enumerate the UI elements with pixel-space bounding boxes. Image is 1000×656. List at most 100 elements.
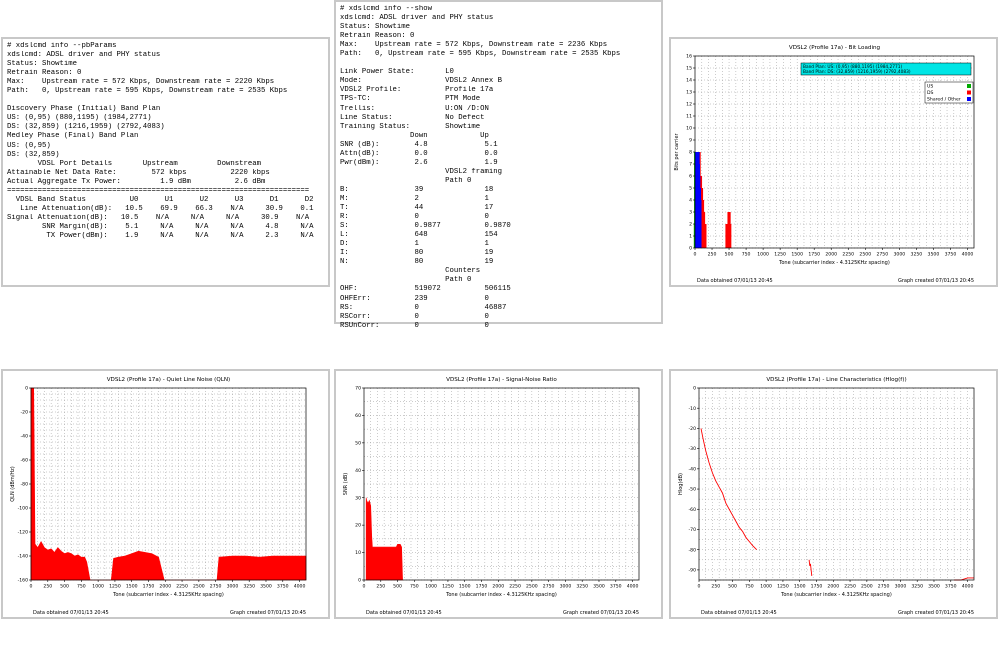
- terminal-line: VDSL2 framing: [340, 167, 503, 176]
- snr-chart-panel: VDSL2 (Profile 17a) - Signal-Noise Ratio…: [334, 369, 663, 619]
- y-tick-label: -80: [20, 482, 28, 488]
- y-tick-label: 40: [355, 468, 361, 474]
- legend-swatch: [967, 84, 971, 88]
- footer-data-obtained: Data obtained 07/01/13 20:45: [366, 610, 442, 616]
- bit-loading-bar: [703, 224, 707, 248]
- hlog-line: [700, 428, 757, 550]
- x-tick-label: 2250: [509, 584, 521, 590]
- x-tick-label: 1500: [791, 252, 803, 258]
- footer-data-obtained: Data obtained 07/01/13 20:45: [697, 278, 773, 284]
- terminal-line: OHFErr: 239 0: [340, 294, 489, 303]
- terminal-line: Path: 0, Upstream rate = 595 Kbps, Downs…: [340, 50, 621, 59]
- x-tick-label: 500: [728, 584, 737, 590]
- terminal-line: SNR (dB): 4.8 5.1: [340, 140, 498, 149]
- x-tick-label: 0: [698, 584, 701, 590]
- x-tick-label: 500: [393, 584, 402, 590]
- legend-box: [924, 81, 974, 104]
- terminal-line: US: (0,95): [7, 141, 51, 150]
- terminal-line: RSUnCorr: 0 0: [340, 321, 489, 330]
- legend-swatch: [967, 97, 971, 101]
- legend-label: Shared / Other: [927, 97, 961, 103]
- x-tick-label: 750: [745, 584, 754, 590]
- snr-chart: VDSL2 (Profile 17a) - Signal-Noise Ratio…: [343, 377, 640, 616]
- y-tick-label: 10: [355, 550, 361, 556]
- y-tick-label: -50: [688, 487, 696, 493]
- plot-frame: [698, 387, 975, 581]
- qln-area: [30, 387, 307, 581]
- terminal-line: Link Power State: L0: [340, 68, 454, 77]
- y-tick-label: 9: [689, 138, 692, 144]
- x-tick-label: 1500: [459, 584, 471, 590]
- chart-title: VDSL2 (Profile 17a) - Signal-Noise Ratio: [446, 377, 557, 383]
- show-terminal-panel: # xdslcmd info --show xdslcmd: ADSL drive…: [334, 0, 663, 330]
- y-tick-label: 15: [686, 66, 692, 72]
- terminal-line: RSCorr: 0 0: [340, 312, 489, 321]
- x-tick-label: 2000: [159, 584, 171, 590]
- x-tick-label: 4000: [627, 584, 639, 590]
- x-tick-label: 250: [711, 584, 720, 590]
- x-tick-label: 2750: [878, 584, 890, 590]
- terminal-line: Discovery Phase (Initial) Band Plan: [7, 105, 161, 114]
- terminal-line: ========================================…: [7, 186, 310, 195]
- x-tick-label: 0: [694, 252, 697, 258]
- x-axis-label: Tone (subcarrier index - 4.3125KHz spaci…: [780, 592, 892, 598]
- terminal-line: Pwr(dBm): 2.6 1.9: [340, 158, 498, 167]
- x-tick-label: 2500: [861, 584, 873, 590]
- hlog-chart: VDSL2 (Profile 17a) - Line Characteristi…: [678, 377, 975, 616]
- terminal-line: Line Attenuation(dB): 10.5 69.9 66.3 N/A…: [7, 204, 324, 213]
- terminal-line: xdslcmd: ADSL driver and PHY status: [340, 14, 494, 23]
- terminal-line: VDSL Port Details Upstream Downstream: [7, 159, 261, 168]
- y-tick-label: -70: [688, 527, 696, 533]
- x-tick-label: 3000: [893, 252, 905, 258]
- y-tick-label: -40: [20, 434, 28, 440]
- y-tick-label: 2: [689, 222, 692, 228]
- y-tick-label: -80: [688, 547, 696, 553]
- x-tick-label: 1750: [808, 252, 820, 258]
- terminal-line: # xdslcmd info --pbParams: [7, 42, 117, 50]
- x-tick-label: 2250: [842, 252, 854, 258]
- x-tick-label: 1750: [811, 584, 823, 590]
- y-axis-label: Bits per carrier: [674, 132, 680, 170]
- terminal-line: Medley Phase (Final) Band Plan: [7, 132, 139, 141]
- y-tick-label: 16: [686, 54, 692, 60]
- x-tick-label: 1250: [777, 584, 789, 590]
- x-tick-label: 1000: [760, 584, 772, 590]
- x-tick-label: 750: [410, 584, 419, 590]
- terminal-line: [340, 59, 657, 68]
- y-tick-label: -40: [688, 466, 696, 472]
- y-tick-label: 12: [686, 102, 692, 108]
- terminal-line: SNR Margin(dB): 5.1 N/A N/A N/A 4.8 N/A …: [7, 222, 324, 231]
- plot-frame: [30, 387, 307, 581]
- terminal-line: TPS-TC: PTM Mode: [340, 95, 481, 104]
- y-tick-label: 13: [686, 90, 692, 96]
- terminal-line: Signal Attenuation(dB): 10.5 N/A N/A N/A…: [7, 213, 324, 222]
- x-axis-label: Tone (subcarrier index - 4.3125KHz spaci…: [445, 592, 557, 598]
- footer-data-obtained: Data obtained 07/01/13 20:45: [33, 610, 109, 616]
- y-tick-label: -100: [18, 506, 29, 512]
- x-tick-label: 2500: [859, 252, 871, 258]
- y-tick-label: -140: [18, 554, 29, 560]
- x-tick-label: 2500: [193, 584, 205, 590]
- x-tick-label: 750: [742, 252, 751, 258]
- terminal-line: Max: Upstream rate = 572 Kbps, Downstrea…: [340, 41, 608, 50]
- x-tick-label: 3000: [560, 584, 572, 590]
- terminal-line: xdslcmd: ADSL driver and PHY status: [7, 51, 161, 60]
- terminal-line: Status: Showtime: [340, 23, 411, 32]
- y-tick-label: 3: [689, 210, 692, 216]
- legend-swatch: [967, 90, 971, 95]
- x-tick-label: 3000: [227, 584, 239, 590]
- footer-data-obtained: Data obtained 07/01/13 20:45: [701, 610, 777, 616]
- y-tick-label: -20: [20, 410, 28, 416]
- y-tick-label: 6: [689, 174, 692, 180]
- terminal-line: M: 2 1: [340, 194, 489, 203]
- y-tick-label: 11: [686, 114, 692, 120]
- terminal-line: # xdslcmd info --show: [340, 5, 432, 13]
- terminal-line: N: 80 19: [340, 258, 494, 267]
- x-tick-label: 2750: [210, 584, 222, 590]
- y-tick-label: 50: [355, 440, 361, 446]
- y-axis-label: Hlog(dB): [678, 473, 684, 495]
- y-tick-label: -10: [688, 406, 696, 412]
- x-tick-label: 2750: [876, 252, 888, 258]
- x-tick-label: 3500: [928, 584, 940, 590]
- terminal-line: Counters: [340, 267, 481, 276]
